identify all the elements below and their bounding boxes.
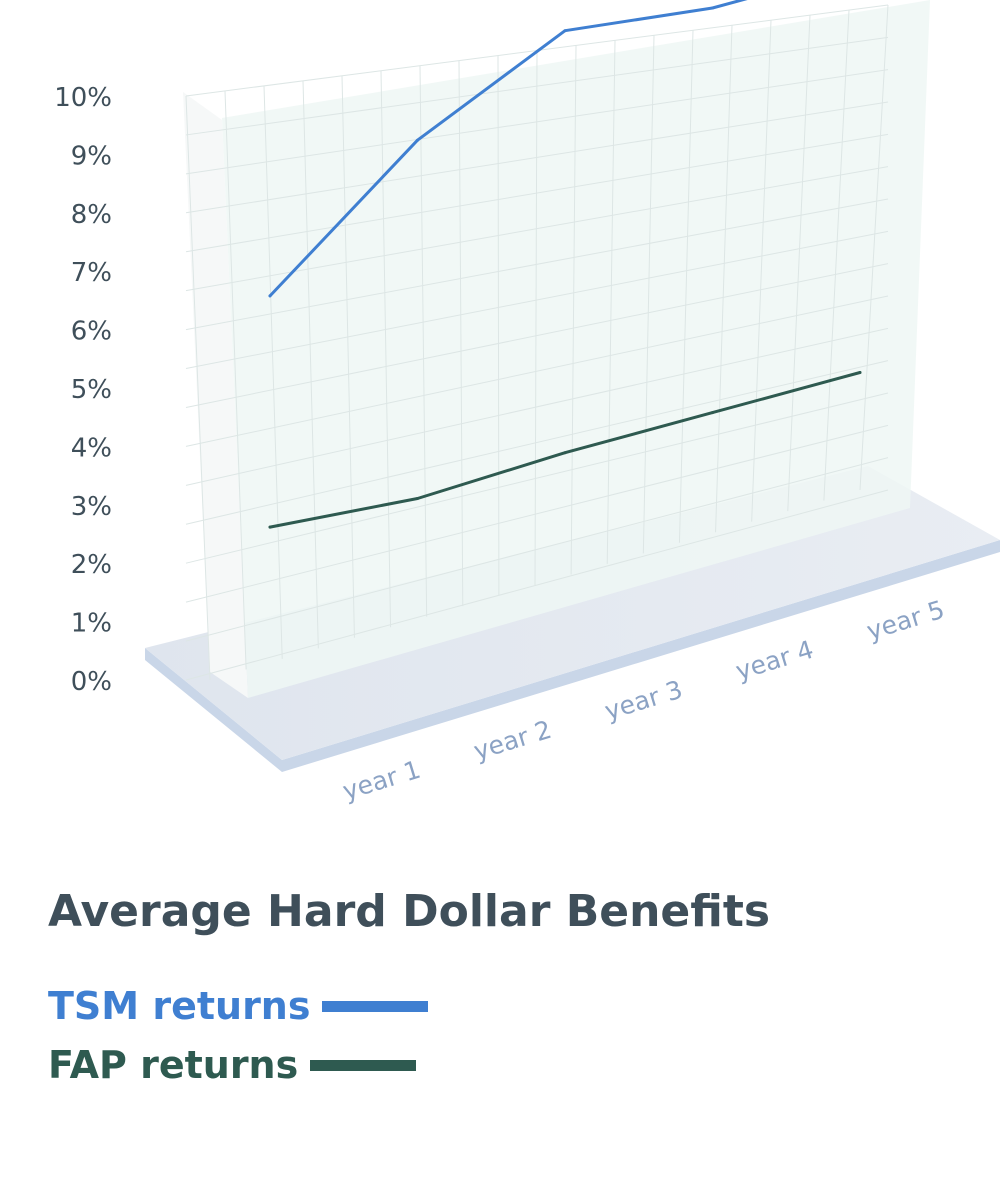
grid-line-horizontal [185,360,889,525]
y-tick-label: 3% [71,492,112,522]
grid-line-vertical [224,90,247,670]
y-tick-label: 4% [71,433,112,463]
y-tick-label: 2% [71,550,112,580]
grid-line-vertical [859,4,889,491]
grid-line-vertical [642,35,655,554]
legend-swatch-fap [310,1059,417,1071]
grid-line-horizontal [185,263,889,408]
grid-line-horizontal [185,327,889,486]
series-point-fap [268,525,272,529]
series-point-fap [416,497,419,500]
grid-line-vertical [302,80,319,649]
grid-line-vertical [458,60,464,607]
legend-swatch-tsm [322,1000,429,1012]
x-tick-label: year 1 [339,755,424,806]
grid-line-vertical [380,70,392,628]
grid-line-horizontal [185,230,889,370]
x-tick-label: year 3 [601,675,686,726]
grid-line-vertical [570,45,577,575]
grid-line-horizontal [185,489,889,681]
grid-line-horizontal [185,424,889,603]
series-point-fap [858,371,862,374]
series-point-tsm [416,138,419,142]
legend-item-fap: FAP returns [48,1043,417,1087]
y-tick-label: 0% [71,667,112,697]
series-point-tsm [563,29,567,33]
grid-line-vertical [497,55,500,596]
series-point-fap [711,411,714,415]
grid-line-vertical [751,20,772,522]
grid-line-vertical [534,50,538,586]
back-panel [222,0,930,698]
chart-svg: 0% 1% 2% 3% 4% 5% 6% 7% 8% 9% 10% year 1 year 2 year … [54,0,1000,806]
grid-line-vertical [678,30,694,543]
grid-line-vertical [419,65,428,617]
x-tick-label: year 5 [863,595,948,646]
y-tick-label: 10% [54,83,112,113]
grid-line-horizontal [185,198,889,331]
grid-line-vertical [823,10,850,501]
grid-line-horizontal [185,457,889,642]
y-tick-label: 6% [71,317,112,347]
series-point-tsm [268,294,272,298]
grid-line-horizontal [185,133,889,253]
grid-line-vertical [715,25,733,533]
side-wall [183,92,248,698]
grid-line-horizontal [185,166,889,292]
legend-label-tsm: TSM returns [48,984,311,1028]
y-tick-label: 1% [71,609,112,639]
grid-line-horizontal [185,392,889,564]
grid-line-vertical [341,75,355,638]
y-tick-label: 5% [71,375,112,405]
grid-line-horizontal [185,295,889,447]
y-tick-label: 7% [71,258,112,288]
y-tick-label: 8% [71,200,112,230]
grid-line-vertical [263,85,283,659]
grid-line-vertical [787,15,811,512]
chart-title: Average Hard Dollar Benefits [48,886,771,937]
x-tick-label: year 2 [470,715,555,766]
grid-line-vertical [606,40,616,564]
y-tick-label: 9% [71,141,112,171]
series-point-fap [563,451,567,455]
grid-line-vertical [185,95,211,681]
legend-label-fap: FAP returns [48,1043,299,1087]
legend-item-tsm: TSM returns [48,984,429,1028]
x-tick-label: year 4 [732,635,817,686]
series-point-tsm [711,6,714,10]
